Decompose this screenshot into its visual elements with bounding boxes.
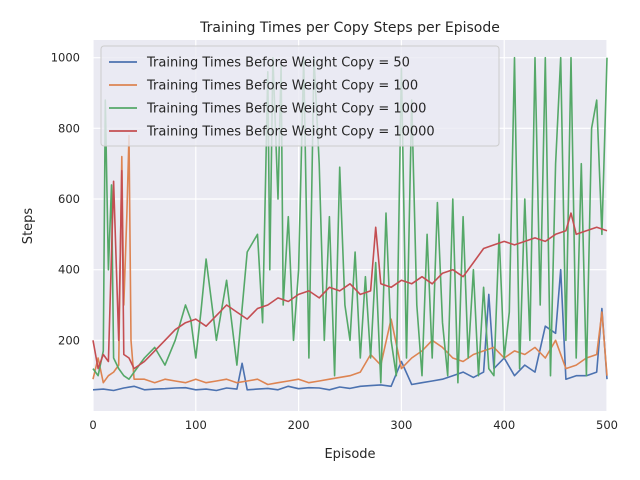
legend-entry-3: Training Times Before Weight Copy = 1000 — [146, 102, 426, 117]
y-tick-label: 800 — [58, 121, 80, 135]
legend: Training Times Before Weight Copy = 50 Tr… — [100, 45, 500, 147]
tick-labels: 0 100 200 300 400 500 200 400 600 800 1000 — [51, 51, 618, 432]
y-tick-label: 200 — [58, 333, 80, 347]
y-tick-label: 1000 — [51, 51, 80, 65]
x-tick-label: 200 — [288, 418, 310, 432]
x-tick-label: 500 — [596, 418, 618, 432]
legend-entry-1: Training Times Before Weight Copy = 50 — [146, 56, 410, 71]
x-tick-label: 0 — [89, 418, 96, 432]
x-tick-label: 300 — [390, 418, 412, 432]
legend-entry-2: Training Times Before Weight Copy = 100 — [146, 79, 418, 94]
y-tick-label: 400 — [58, 263, 80, 277]
series-line-2 — [92, 134, 608, 386]
series-line-1 — [92, 268, 608, 392]
x-tick-label: 100 — [185, 418, 207, 432]
chart-title: Training Times per Copy Steps per Episod… — [199, 20, 500, 36]
y-axis-label: Steps — [21, 208, 36, 245]
legend-box — [100, 45, 500, 147]
x-tick-label: 400 — [493, 418, 515, 432]
series-line-4 — [92, 169, 608, 370]
legend-entry-4: Training Times Before Weight Copy = 1000… — [146, 125, 435, 140]
x-axis-label: Episode — [324, 447, 375, 462]
series-line-3 — [92, 56, 608, 384]
series-group — [92, 56, 608, 392]
y-tick-label: 600 — [58, 192, 80, 206]
